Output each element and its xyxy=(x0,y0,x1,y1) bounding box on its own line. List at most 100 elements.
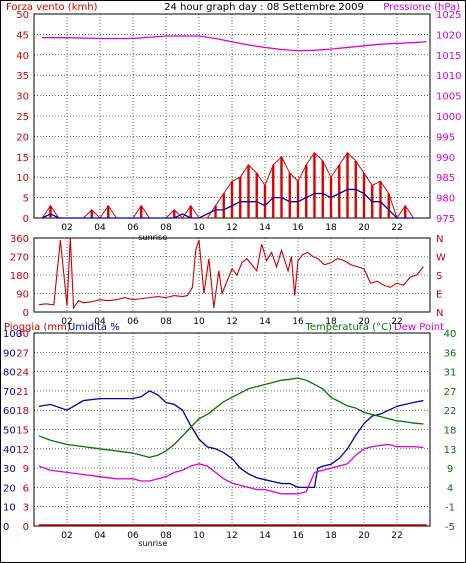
humidity-y-tick-label: 100 xyxy=(3,329,22,340)
x-tick-label: 18 xyxy=(325,531,337,541)
axis-layer: 02 04 06 08 10 12 14 16 18 20 22051015202530354045… xyxy=(3,10,461,548)
direction-y-tick-label: 180 xyxy=(10,271,29,282)
compass-tick-label: N xyxy=(436,234,443,245)
wind-y-tick-label: 10 xyxy=(16,173,29,184)
rain-y-tick-label: 0 xyxy=(23,522,29,533)
temperature-label: Temperatura (°C) xyxy=(304,322,392,333)
wind-direction-line xyxy=(38,237,424,310)
rain-y-tick-label: 24 xyxy=(16,368,29,379)
humidity-line xyxy=(38,390,424,489)
wind-y-tick-label: 35 xyxy=(16,71,29,82)
temperature-y-tick-label: 40 xyxy=(444,329,457,340)
x-tick-label: 02 xyxy=(61,317,72,327)
wind-y-tick-label: 50 xyxy=(16,10,29,21)
rain-label: Pioggia (mm) xyxy=(4,322,71,333)
wind-y-tick-label: 25 xyxy=(16,112,29,123)
rain-y-tick-label: 18 xyxy=(16,406,29,417)
x-tick-label: 08 xyxy=(160,223,172,233)
wind-y-tick-label: 15 xyxy=(16,153,29,164)
temperature-y-tick-label: 36 xyxy=(444,348,457,359)
x-tick-label: 10 xyxy=(193,531,205,541)
rain-y-tick-label: 15 xyxy=(16,426,29,437)
x-tick-label: 08 xyxy=(160,317,172,327)
temperature-y-tick-label: 27 xyxy=(444,387,457,398)
x-tick-label: 22 xyxy=(391,317,402,327)
wind-speed-line xyxy=(41,151,414,220)
x-tick-label: 18 xyxy=(325,223,337,233)
direction-y-tick-label: 270 xyxy=(10,253,29,264)
humidity-y-tick-label: 10 xyxy=(3,503,16,514)
wind-speed-label: Forza vento (kmh) xyxy=(6,2,98,13)
humidity-y-tick-label: 70 xyxy=(3,387,16,398)
x-tick-label: 14 xyxy=(259,223,271,233)
compass-tick-label: E xyxy=(436,290,442,301)
graph-title: 24 hour graph day : 08 Settembre 2009 xyxy=(164,2,364,13)
x-tick-label: 22 xyxy=(391,223,402,233)
wind-y-tick-label: 30 xyxy=(16,92,29,103)
rain-y-tick-label: 9 xyxy=(23,464,29,475)
direction-y-tick-label: 90 xyxy=(16,290,29,301)
x-tick-label: 10 xyxy=(193,317,205,327)
humidity-y-tick-label: 0 xyxy=(3,522,9,533)
x-tick-label: 06 xyxy=(127,223,139,233)
pressure-y-tick-label: 990 xyxy=(436,153,455,164)
wind-y-tick-label: 45 xyxy=(16,30,29,41)
humidity-y-tick-label: 90 xyxy=(3,348,16,359)
humidity-y-tick-label: 80 xyxy=(3,368,16,379)
x-tick-label: 04 xyxy=(94,317,106,327)
direction-y-tick-label: 360 xyxy=(10,234,29,245)
x-tick-label: 18 xyxy=(325,317,337,327)
x-tick-label: 02 xyxy=(61,223,72,233)
x-tick-label: 10 xyxy=(193,223,205,233)
x-tick-label: 12 xyxy=(226,223,237,233)
pressure-y-tick-label: 1000 xyxy=(436,112,461,123)
x-tick-label: 16 xyxy=(292,317,304,327)
wind-y-tick-label: 40 xyxy=(16,51,29,62)
dewpoint-line xyxy=(38,443,424,495)
x-tick-label: 04 xyxy=(94,531,106,541)
pressure-y-tick-label: 975 xyxy=(436,214,455,225)
pressure-y-tick-label: 1015 xyxy=(436,51,461,62)
rain-y-tick-label: 21 xyxy=(16,387,29,398)
compass-tick-label: S xyxy=(436,271,442,282)
sunrise-marker-label: sunrise xyxy=(138,539,167,548)
wind-y-tick-label: 5 xyxy=(23,194,29,205)
temperature-y-tick-label: 18 xyxy=(444,426,457,437)
series-layer xyxy=(38,35,427,526)
pressure-y-tick-label: 1005 xyxy=(436,92,461,103)
humidity-y-tick-label: 50 xyxy=(3,426,16,437)
pressure-y-tick-label: 980 xyxy=(436,194,455,205)
humidity-y-tick-label: 60 xyxy=(3,406,16,417)
pressure-y-tick-label: 985 xyxy=(436,173,455,184)
wind-y-tick-label: 20 xyxy=(16,132,29,143)
temperature-y-tick-label: 4 xyxy=(447,483,453,494)
humidity-label: Umidita % xyxy=(68,322,120,333)
temperature-y-tick-label: -5 xyxy=(445,522,455,533)
dewpoint-label: Dew Point xyxy=(394,322,444,333)
wind-y-tick-label: 0 xyxy=(23,214,29,225)
temperature-y-tick-label: 9 xyxy=(447,464,453,475)
pressure-y-tick-label: 1010 xyxy=(436,71,461,82)
temperature-y-tick-label: 22 xyxy=(444,406,457,417)
compass-tick-label: N xyxy=(436,308,443,319)
pressure-y-tick-label: 1025 xyxy=(436,10,461,21)
humidity-y-tick-label: 40 xyxy=(3,445,16,456)
pressure-y-tick-label: 995 xyxy=(436,132,455,143)
rain-y-tick-label: 12 xyxy=(16,445,29,456)
x-tick-label: 08 xyxy=(160,531,172,541)
pressure-line xyxy=(42,35,427,52)
direction-y-tick-label: 0 xyxy=(23,308,29,319)
temperature-y-tick-label: 13 xyxy=(444,445,457,456)
humidity-y-tick-label: 20 xyxy=(3,483,16,494)
x-tick-label: 06 xyxy=(127,317,139,327)
x-tick-label: 20 xyxy=(358,317,370,327)
x-tick-label: 02 xyxy=(61,531,72,541)
temperature-y-tick-label: 31 xyxy=(444,368,457,379)
wind-average-line xyxy=(41,188,414,219)
rain-y-tick-label: 30 xyxy=(16,329,29,340)
x-tick-label: 04 xyxy=(94,223,106,233)
compass-tick-label: W xyxy=(436,253,446,264)
x-tick-label: 22 xyxy=(391,531,402,541)
